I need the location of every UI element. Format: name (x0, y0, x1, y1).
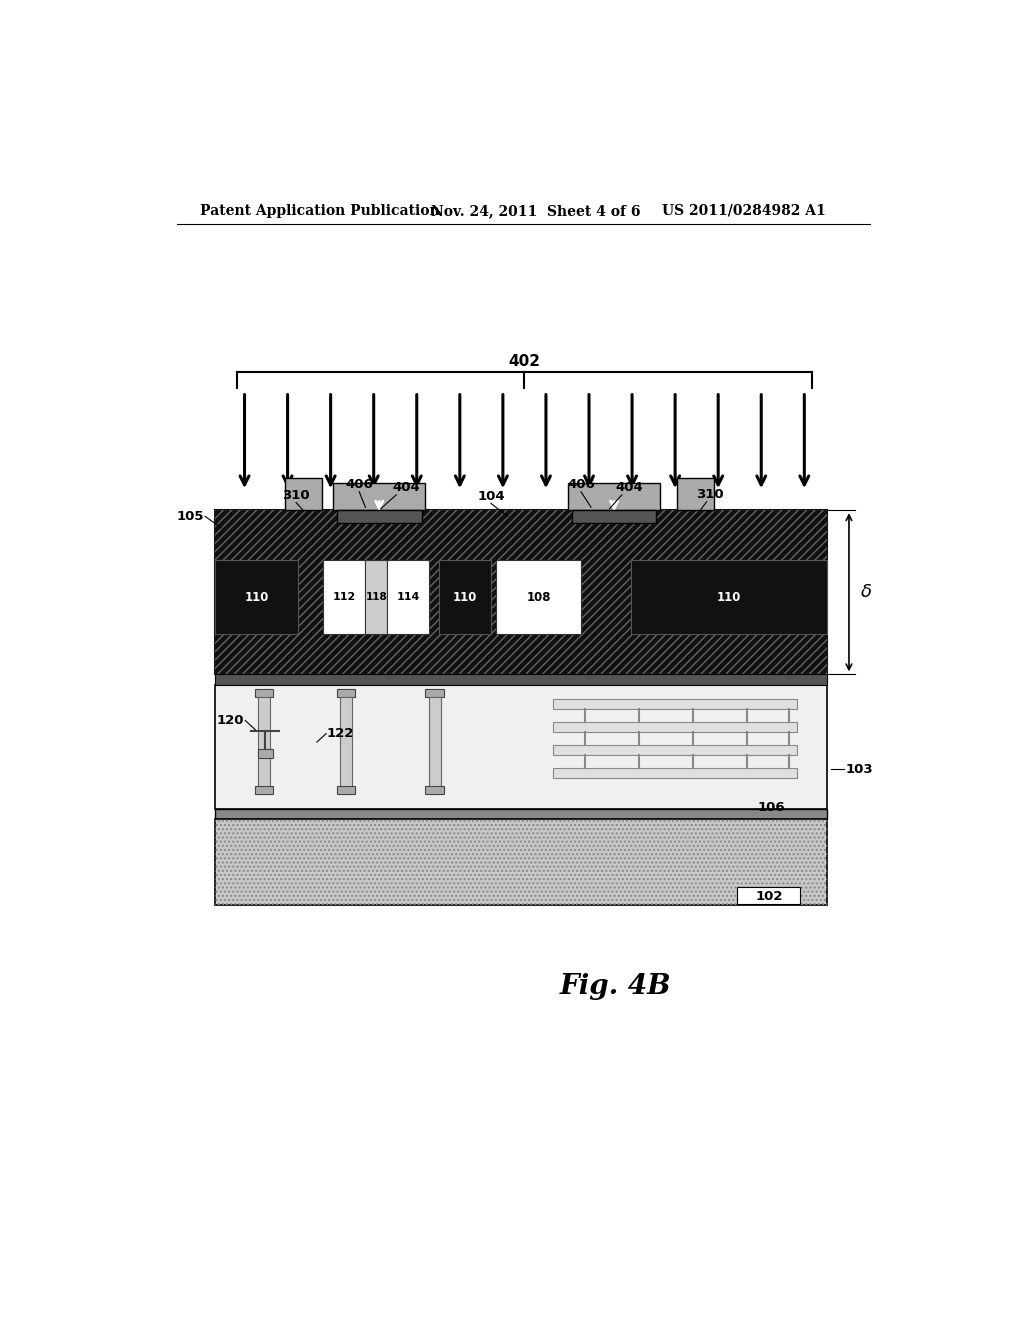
Bar (553, 768, 797, 779)
Bar (438, 560, 490, 635)
Bar (429, 697, 441, 793)
Bar (568, 483, 660, 511)
Bar (215, 511, 827, 675)
Bar (553, 744, 797, 755)
Bar (366, 560, 387, 635)
Text: 120: 120 (217, 714, 245, 727)
Bar (387, 560, 429, 635)
Text: 106: 106 (758, 801, 785, 814)
Text: 402: 402 (508, 354, 541, 370)
Bar (333, 483, 425, 511)
Bar (553, 722, 797, 733)
Bar (337, 785, 355, 793)
Bar (677, 478, 714, 511)
Text: δ: δ (861, 583, 872, 602)
Bar (215, 511, 827, 675)
Text: 112: 112 (333, 593, 356, 602)
Text: 110: 110 (453, 591, 477, 603)
Text: 104: 104 (477, 490, 505, 503)
Text: 103: 103 (845, 763, 872, 776)
Bar (553, 700, 797, 709)
Text: 406: 406 (567, 478, 595, 491)
Bar (631, 560, 827, 635)
Bar (425, 689, 444, 697)
Text: 105: 105 (177, 510, 205, 523)
Bar (215, 685, 827, 809)
Text: 102: 102 (755, 890, 782, 903)
Bar (737, 887, 801, 904)
Bar (497, 560, 581, 635)
Text: US 2011/0284982 A1: US 2011/0284982 A1 (662, 203, 825, 218)
Bar (323, 560, 366, 635)
Bar (425, 785, 444, 793)
Bar (337, 511, 422, 523)
Bar (285, 478, 322, 511)
Bar (337, 689, 355, 697)
Bar (215, 809, 827, 818)
Text: 122: 122 (327, 727, 354, 741)
Text: Nov. 24, 2011  Sheet 4 of 6: Nov. 24, 2011 Sheet 4 of 6 (431, 203, 640, 218)
Bar (571, 511, 656, 523)
Text: 108: 108 (526, 591, 551, 603)
Bar (215, 675, 827, 685)
Bar (215, 560, 298, 635)
Bar (215, 818, 827, 906)
Text: 310: 310 (283, 488, 310, 502)
Bar (255, 785, 273, 793)
Bar (258, 748, 273, 758)
Text: 404: 404 (615, 480, 643, 494)
Bar (340, 697, 352, 793)
Text: 404: 404 (392, 480, 420, 494)
Text: Fig. 4B: Fig. 4B (560, 973, 672, 999)
Text: 114: 114 (396, 593, 420, 602)
Bar (258, 697, 270, 793)
Text: Patent Application Publication: Patent Application Publication (200, 203, 439, 218)
Text: 118: 118 (366, 593, 387, 602)
Text: 406: 406 (345, 478, 373, 491)
Text: 110: 110 (717, 591, 741, 603)
Bar (255, 689, 273, 697)
Text: 110: 110 (245, 591, 269, 603)
Bar (215, 818, 827, 906)
Text: 310: 310 (695, 488, 723, 502)
